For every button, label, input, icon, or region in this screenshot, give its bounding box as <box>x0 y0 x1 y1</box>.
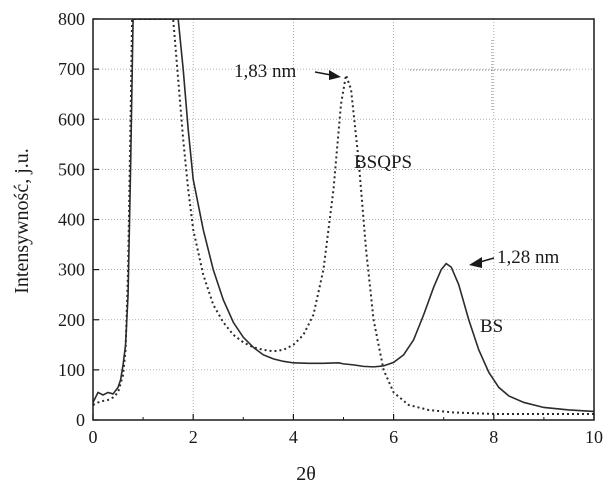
y-tick-label: 400 <box>58 210 85 230</box>
ticks <box>92 18 595 421</box>
y-tick-label: 300 <box>58 260 85 280</box>
x-tick-label: 6 <box>389 427 398 447</box>
y-tick-label: 600 <box>58 109 85 129</box>
series-line-bs <box>93 19 594 413</box>
crosshair-marker <box>410 40 572 112</box>
bsqps-peak-arrow <box>314 70 341 80</box>
x-tick-label: 10 <box>585 427 603 447</box>
y-tick-label: 0 <box>76 410 85 430</box>
x-axis-title: 2θ <box>296 463 316 485</box>
x-tick-label: 8 <box>489 427 498 447</box>
grid <box>93 19 594 420</box>
y-tick-label: 700 <box>58 59 85 79</box>
y-tick-label: 200 <box>58 310 85 330</box>
y-axis-title: Intensywność, j.u. <box>11 148 33 294</box>
bs-curve-label: BS <box>480 316 503 337</box>
annotations: 1,83 nm BSQPS 1,28 nm BS <box>234 40 572 337</box>
series-layer <box>93 19 594 415</box>
y-tick-label: 500 <box>58 159 85 179</box>
y-tick-label: 100 <box>58 360 85 380</box>
bs-peak-arrow <box>469 257 495 268</box>
x-tick-label: 4 <box>289 427 298 447</box>
bsqps-curve-label: BSQPS <box>354 152 412 173</box>
bsqps-peak-label: 1,83 nm <box>234 61 297 82</box>
series-line-bsqps <box>93 19 594 415</box>
bs-peak-label: 1,28 nm <box>497 247 560 268</box>
x-tick-label: 2 <box>189 427 198 447</box>
x-tick-label: 0 <box>89 427 98 447</box>
y-tick-label: 800 <box>58 9 85 29</box>
